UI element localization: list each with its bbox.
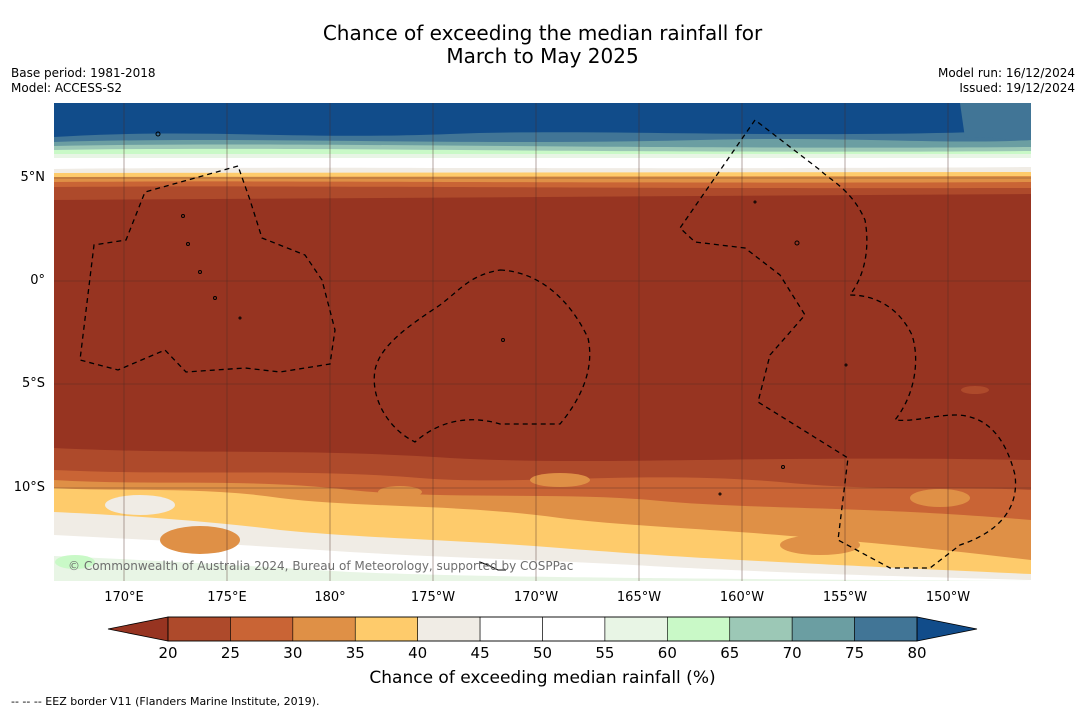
colorbar-tick: 50 — [532, 644, 553, 662]
graticule — [54, 103, 1031, 581]
colorbar-tick: 80 — [907, 644, 927, 662]
colorbar-tick: 65 — [720, 644, 740, 662]
colorbar-tick: 20 — [158, 644, 178, 662]
colorbar-tick: 40 — [408, 644, 428, 662]
lat-label-0: 0° — [30, 273, 45, 288]
colorbar-cell — [604, 616, 668, 642]
colorbar-tick: 75 — [845, 644, 865, 662]
colorbar-cell — [791, 616, 855, 642]
colorbar-cell — [354, 616, 418, 642]
lon-label-155w: 155°W — [822, 590, 868, 605]
lon-label-170e: 170°E — [104, 590, 144, 605]
lat-label-10s: 10°S — [13, 480, 45, 495]
model-run: Model run: 16/12/2024 — [937, 66, 1075, 80]
colorbar-cell — [854, 616, 918, 642]
eez-legend-note: -- -- -- EEZ border V11 (Flanders Marine… — [11, 695, 320, 708]
title-line-1: Chance of exceeding the median rainfall … — [322, 21, 763, 45]
colorbar-tick: 30 — [283, 644, 303, 662]
lon-label-150w: 150°W — [925, 590, 971, 605]
map-field — [54, 103, 1031, 581]
lon-label-165w: 165°W — [616, 590, 662, 605]
lon-label-175w: 175°W — [410, 590, 456, 605]
colorbar-cell — [729, 616, 793, 642]
colorbar-tick: 25 — [220, 644, 240, 662]
colorbar-tick: 35 — [345, 644, 365, 662]
lon-label-160w: 160°W — [719, 590, 765, 605]
lat-label-5n: 5°N — [20, 170, 46, 185]
lat-label-5s: 5°S — [21, 376, 45, 391]
eez-borders — [79, 119, 1017, 569]
lon-label-175e: 175°E — [207, 590, 247, 605]
colorbar-cell — [479, 616, 543, 642]
islands — [155, 131, 848, 571]
colorbar-cell — [230, 616, 294, 642]
colorbar-cell — [167, 616, 231, 642]
colorbar-cell — [542, 616, 606, 642]
colorbar-tick: 55 — [595, 644, 615, 662]
colorbar-cell — [292, 616, 356, 642]
copyright-notice: © Commonwealth of Australia 2024, Bureau… — [68, 559, 574, 573]
title-line-2: March to May 2025 — [446, 44, 639, 68]
lon-label-180: 180° — [314, 590, 346, 605]
colorbar — [107, 616, 978, 642]
colorbar-cell — [667, 616, 731, 642]
issued-date: Issued: 19/12/2024 — [959, 81, 1075, 95]
colorbar-tick: 70 — [782, 644, 802, 662]
colorbar-tick: 45 — [470, 644, 490, 662]
colorbar-cell — [417, 616, 481, 642]
lon-label-170w: 170°W — [513, 590, 559, 605]
base-period: Base period: 1981-2018 — [11, 66, 156, 80]
colorbar-label: Chance of exceeding median rainfall (%) — [369, 668, 716, 688]
model-name: Model: ACCESS-S2 — [11, 81, 123, 95]
colorbar-tick: 60 — [657, 644, 677, 662]
